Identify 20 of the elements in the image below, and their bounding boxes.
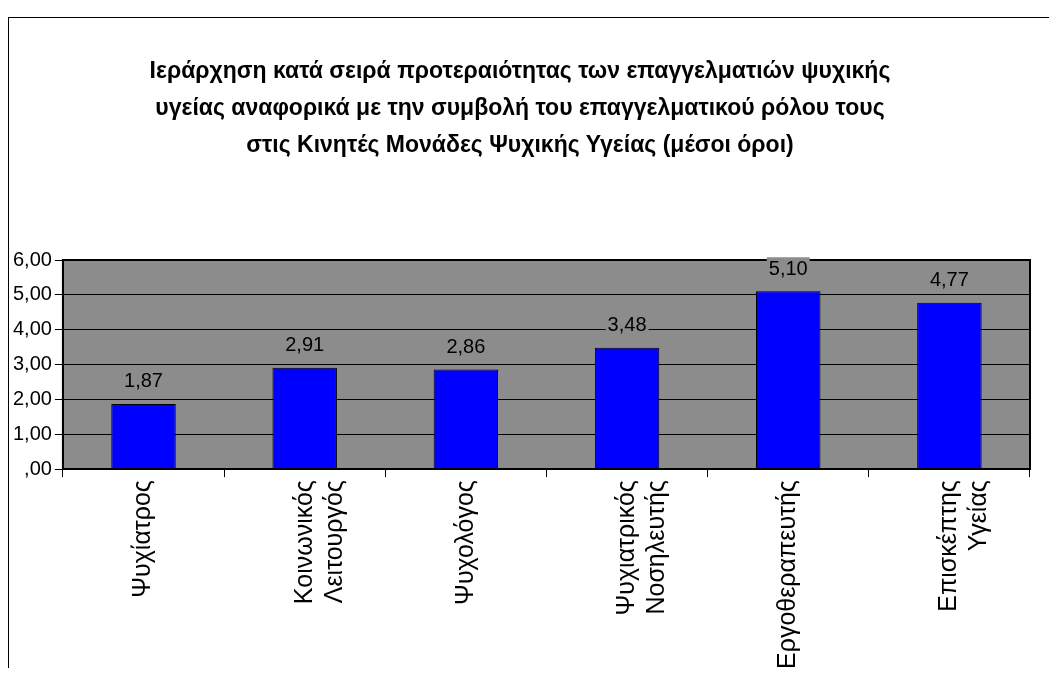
x-tick-label: Κοινωνικός Λειτουργός [288,480,347,605]
y-tick-label: 2,00 [12,386,52,409]
y-tick-label: 4,00 [12,317,52,340]
x-tick-label: Ψυχολόγος [449,480,478,606]
data-label: 4,77 [929,268,969,291]
y-tick-label: 6,00 [12,247,52,270]
chart-title: Ιεράρχηση κατά σειρά προτεραιότητας των επαγγελματιών ψυχικής υγείας αναφορικά με την συμβολή του επαγγελματικού ρόλου τους στις Κινητές Μονάδες Ψυχικής Υγείας (μέσοι όροι) [148,56,892,159]
x-tick-label: Εργοθεραπευτής [772,480,801,670]
y-tick-label: 3,00 [12,352,52,375]
data-label: 5,10 [768,256,808,279]
data-label: 1,87 [124,369,163,392]
y-tick-label: 1,00 [12,421,52,444]
data-label: 3,48 [607,313,647,336]
x-tick-label: Ψυχιατρικός Νοσηλευτής [610,480,669,616]
y-tick-label: ,00 [24,456,52,479]
x-tick-label: Ψυχίατρος [127,480,156,598]
data-label: 2,86 [446,334,486,357]
y-tick-label: 5,00 [12,282,52,305]
data-label: 2,91 [285,333,325,356]
x-tick-label: Επισκέπτης Υγείας [933,480,992,612]
